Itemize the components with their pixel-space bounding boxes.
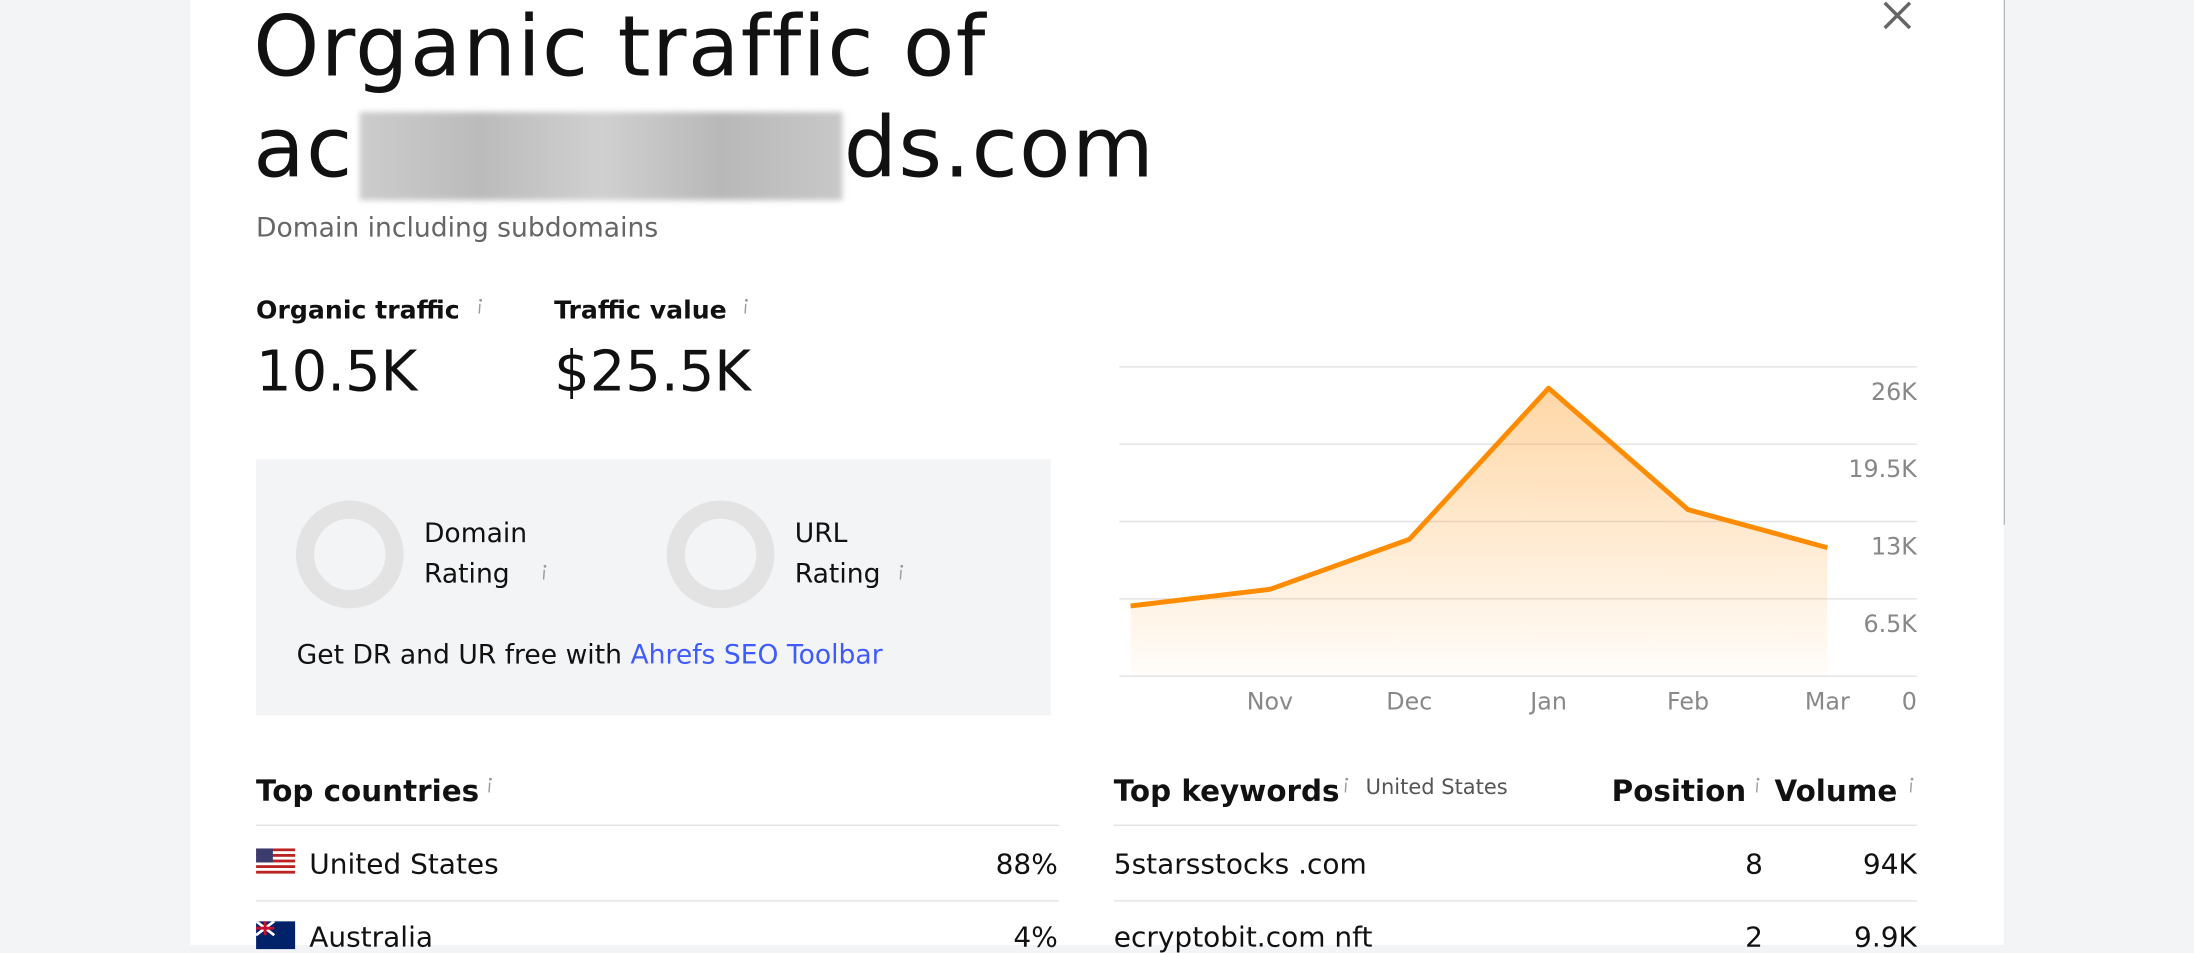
promo: Get DR and UR free with Ahrefs SEO Toolb…: [297, 640, 883, 671]
divider: [1113, 824, 1917, 826]
metric-label: Organic traffic: [256, 296, 460, 326]
keyword: 5starsstocks .com: [1113, 847, 1367, 881]
divider: [256, 824, 1060, 826]
y-tick-label: 6.5K: [1863, 610, 1918, 638]
info-icon[interactable]: [486, 777, 494, 794]
country-filter[interactable]: United States: [1365, 774, 1508, 800]
x-tick-label: Jan: [1528, 687, 1567, 715]
column-header: Volume: [1774, 774, 1898, 808]
y-tick-label: 26K: [1871, 378, 1918, 406]
close-button[interactable]: [1881, 0, 1915, 34]
domain-end: ds.com: [843, 99, 1156, 198]
redacted: [359, 112, 843, 201]
info-icon[interactable]: [1907, 777, 1915, 794]
line: [1130, 385, 1829, 609]
rating-ring: [666, 500, 775, 609]
section-title: Top countries: [256, 774, 480, 808]
divider: [256, 900, 1060, 902]
x-tick-label: Mar: [1805, 687, 1850, 715]
x-tick-label: Nov: [1247, 687, 1293, 715]
area: [1130, 388, 1828, 677]
scrollbar: [2003, 0, 2006, 525]
subtitle: Domain including subdomains: [256, 212, 659, 244]
info-icon[interactable]: [1753, 777, 1761, 794]
promo-link[interactable]: Ahrefs SEO Toolbar: [630, 639, 883, 671]
title: Organic traffic of: [253, 0, 987, 97]
flag-us: [256, 848, 296, 877]
y-tick-label: 0: [1902, 687, 1917, 715]
promo-text: Get DR and UR free with: [296, 639, 622, 671]
rating-label: URL Rating: [794, 518, 881, 590]
volume: 94K: [1862, 847, 1917, 881]
x-tick-label: Dec: [1386, 687, 1432, 715]
metric-value: 10.5K: [256, 340, 418, 405]
share: 88%: [995, 847, 1058, 881]
x-tick-label: Feb: [1667, 687, 1709, 715]
section-title: Top keywords: [1113, 774, 1340, 808]
divider: [1113, 900, 1917, 902]
info-icon[interactable]: [540, 564, 548, 581]
info-icon[interactable]: [476, 298, 484, 315]
rating-ring: [295, 500, 404, 609]
metric-label: Traffic value: [554, 296, 727, 326]
info-icon[interactable]: [742, 298, 750, 315]
info-icon[interactable]: [897, 564, 905, 581]
metric-value: $25.5K: [554, 340, 752, 405]
y-tick-label: 13K: [1871, 533, 1918, 561]
info-icon[interactable]: [1342, 777, 1350, 794]
rating-label: Domain Rating: [423, 518, 528, 590]
domain-start: ac: [253, 99, 354, 198]
y-tick-label: 19.5K: [1848, 455, 1918, 483]
position: 8: [1745, 847, 1763, 881]
column-header: Position: [1611, 774, 1747, 808]
country: United States: [309, 847, 499, 881]
